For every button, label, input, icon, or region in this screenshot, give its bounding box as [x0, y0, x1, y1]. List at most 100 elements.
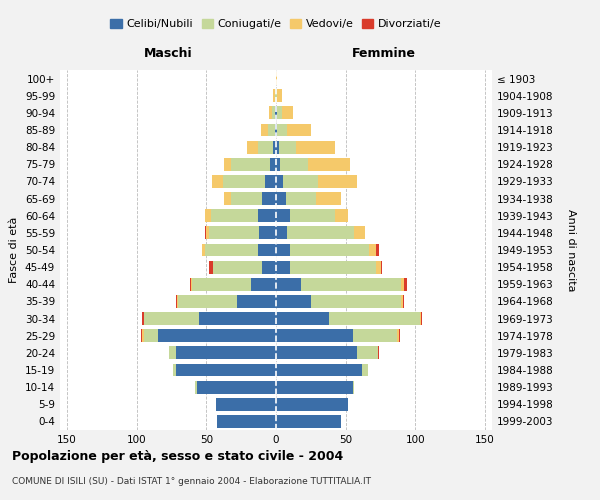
Bar	[301, 278, 401, 290]
Bar	[354, 226, 365, 239]
Bar	[276, 346, 357, 360]
Text: Maschi: Maschi	[143, 46, 193, 60]
Bar	[272, 106, 275, 120]
Bar	[262, 192, 276, 205]
Bar	[276, 415, 341, 428]
Bar	[199, 312, 276, 325]
Bar	[260, 124, 268, 136]
Bar	[202, 244, 205, 256]
Bar	[143, 330, 158, 342]
Bar	[259, 226, 276, 239]
Bar	[142, 330, 143, 342]
Bar	[276, 124, 277, 136]
Bar	[211, 210, 258, 222]
Bar	[191, 278, 193, 290]
Bar	[311, 295, 401, 308]
Bar	[276, 175, 283, 188]
Bar	[275, 124, 276, 136]
Bar	[176, 346, 276, 360]
Bar	[197, 380, 276, 394]
Bar	[205, 210, 211, 222]
Bar	[287, 124, 311, 136]
Bar	[401, 295, 403, 308]
Bar	[283, 175, 318, 188]
Y-axis label: Fasce di età: Fasce di età	[10, 217, 19, 283]
Bar	[206, 226, 209, 239]
Bar	[142, 312, 143, 325]
Bar	[169, 346, 176, 360]
Bar	[273, 140, 276, 153]
Bar	[286, 192, 316, 205]
Bar	[353, 380, 354, 394]
Bar	[290, 260, 376, 274]
Bar	[178, 295, 237, 308]
Bar	[276, 244, 290, 256]
Bar	[258, 210, 276, 222]
Bar	[380, 260, 382, 274]
Bar	[276, 295, 311, 308]
Bar	[419, 312, 421, 325]
Bar	[308, 158, 350, 170]
Bar	[296, 140, 335, 153]
Bar	[251, 278, 276, 290]
Bar	[224, 192, 232, 205]
Bar	[177, 295, 178, 308]
Bar	[217, 415, 276, 428]
Bar	[205, 226, 206, 239]
Bar	[213, 260, 262, 274]
Bar	[276, 364, 362, 376]
Bar	[262, 260, 276, 274]
Bar	[276, 106, 277, 120]
Bar	[258, 244, 276, 256]
Bar	[378, 346, 379, 360]
Bar	[277, 90, 281, 102]
Bar	[216, 398, 276, 410]
Bar	[190, 278, 191, 290]
Bar	[276, 398, 349, 410]
Bar	[232, 192, 262, 205]
Bar	[224, 158, 232, 170]
Legend: Celibi/Nubili, Coniugati/e, Vedovi/e, Divorziati/e: Celibi/Nubili, Coniugati/e, Vedovi/e, Di…	[106, 14, 446, 34]
Bar	[280, 158, 308, 170]
Bar	[398, 330, 400, 342]
Bar	[237, 295, 276, 308]
Bar	[176, 295, 177, 308]
Bar	[404, 278, 407, 290]
Bar	[232, 158, 271, 170]
Bar	[276, 72, 277, 85]
Bar	[275, 90, 276, 102]
Bar	[193, 278, 251, 290]
Bar	[277, 106, 281, 120]
Y-axis label: Anni di nascita: Anni di nascita	[566, 209, 576, 291]
Bar	[209, 226, 259, 239]
Bar	[316, 192, 341, 205]
Bar	[143, 312, 199, 325]
Bar	[335, 210, 349, 222]
Bar	[376, 260, 380, 274]
Bar	[290, 244, 370, 256]
Bar	[276, 278, 301, 290]
Bar	[173, 364, 176, 376]
Bar	[205, 244, 258, 256]
Bar	[281, 106, 293, 120]
Bar	[176, 364, 276, 376]
Bar	[276, 260, 290, 274]
Bar	[277, 124, 287, 136]
Bar	[279, 140, 296, 153]
Bar	[276, 380, 353, 394]
Bar	[421, 312, 422, 325]
Bar	[158, 330, 276, 342]
Bar	[271, 158, 276, 170]
Bar	[353, 330, 397, 342]
Bar	[223, 175, 265, 188]
Bar	[276, 158, 280, 170]
Bar	[403, 295, 404, 308]
Bar	[275, 106, 276, 120]
Bar	[265, 175, 276, 188]
Bar	[212, 175, 223, 188]
Bar	[276, 226, 287, 239]
Bar	[370, 244, 376, 256]
Text: Popolazione per età, sesso e stato civile - 2004: Popolazione per età, sesso e stato civil…	[12, 450, 343, 463]
Bar	[276, 90, 277, 102]
Bar	[195, 380, 197, 394]
